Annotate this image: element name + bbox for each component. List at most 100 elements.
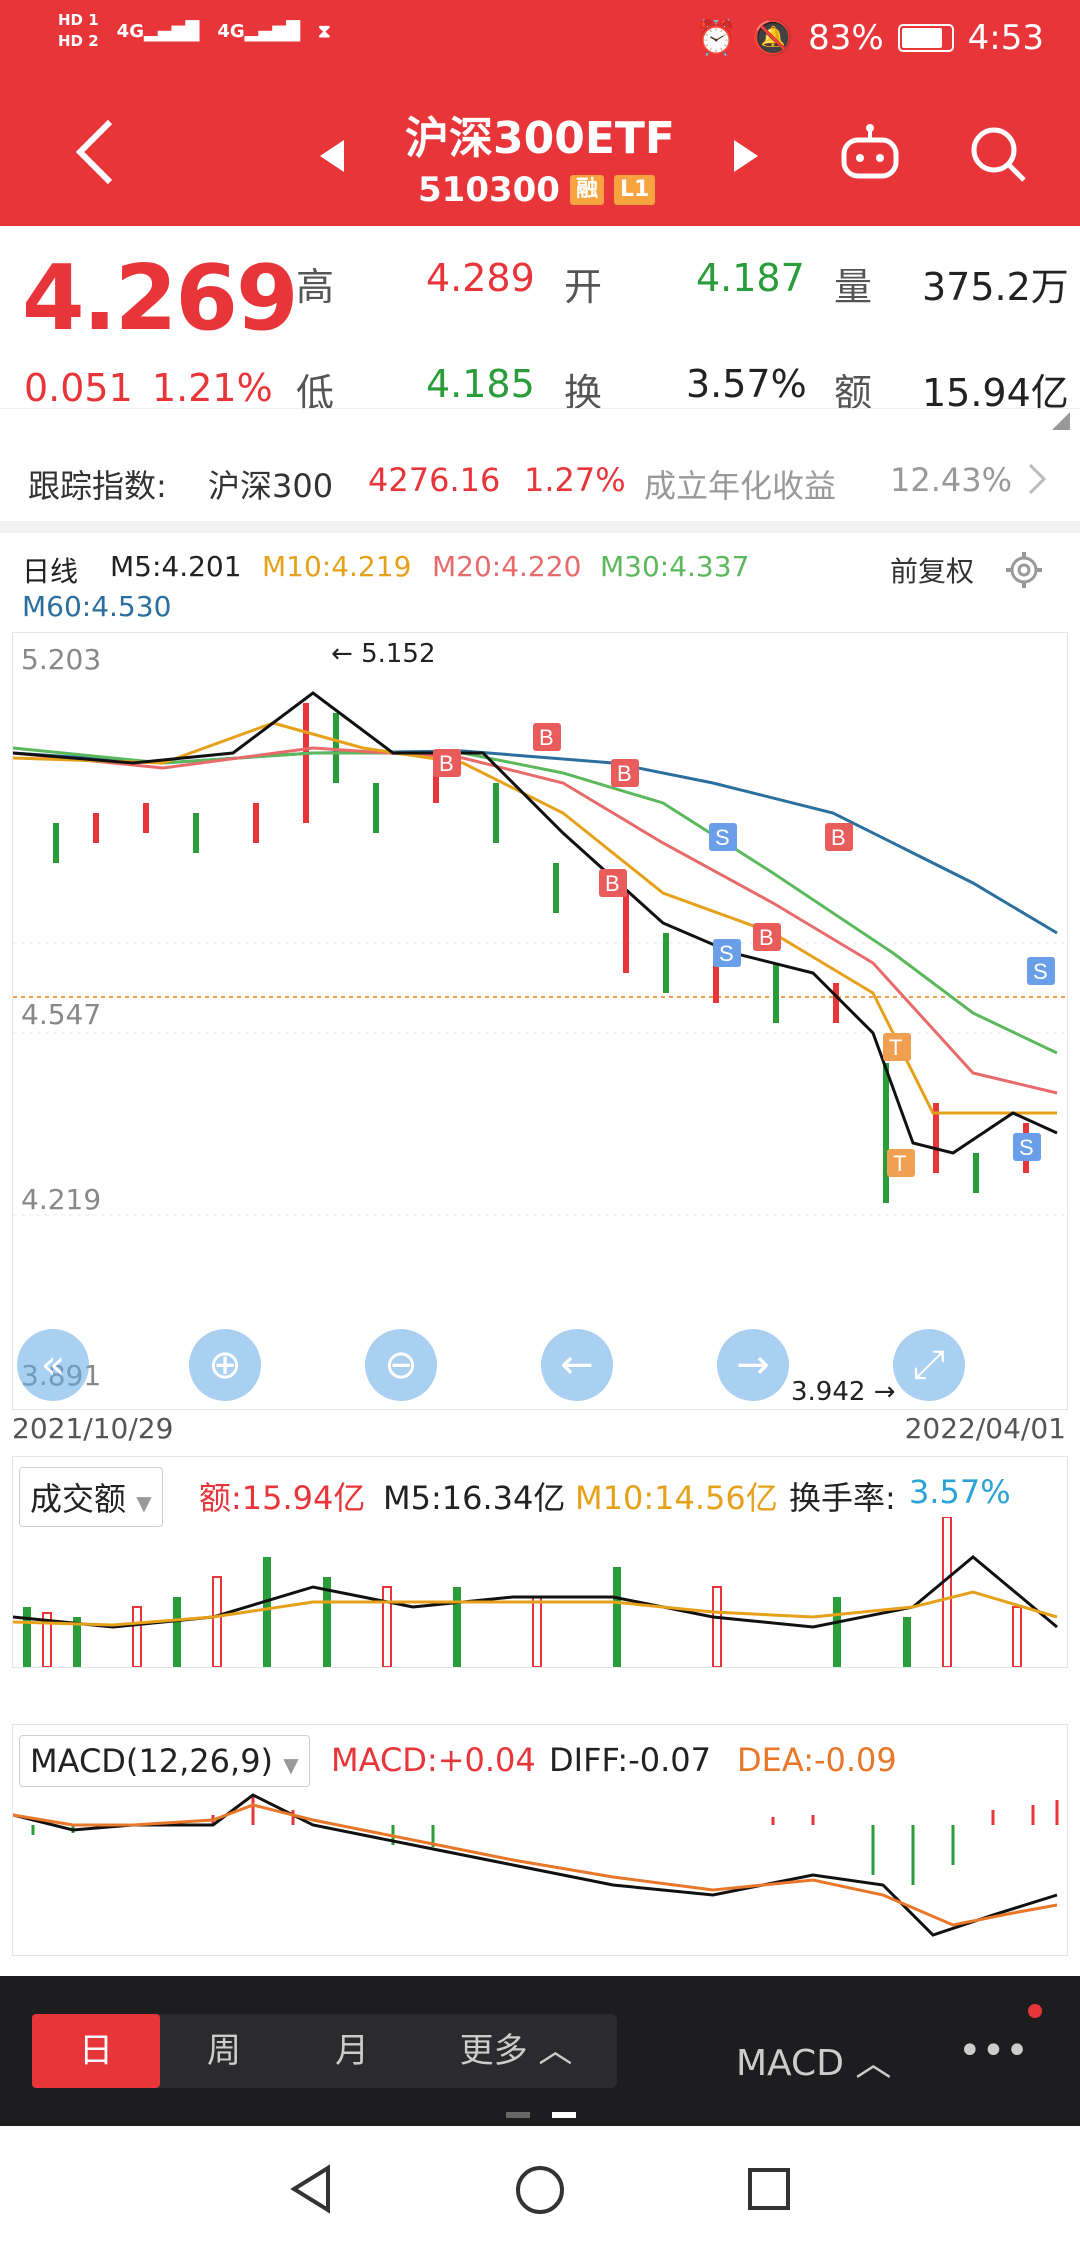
macd-value: MACD:+0.04: [331, 1741, 536, 1779]
tab-day[interactable]: 日: [32, 2014, 160, 2088]
page-indicator-1: [506, 2112, 530, 2118]
amount-label: 额: [834, 371, 873, 415]
high-label: 高: [296, 265, 335, 309]
nav-back-icon[interactable]: [288, 2164, 334, 2214]
level1-tag: L1: [613, 175, 656, 205]
step-forward-icon[interactable]: →: [717, 1329, 789, 1401]
kline-chart[interactable]: B B B B S S B B T S S T 5.203 4.547 4.21…: [12, 632, 1068, 1410]
search-icon[interactable]: [966, 122, 1030, 186]
tracking-pct: 1.27%: [524, 461, 626, 499]
volume-chart[interactable]: 成交额 ▼ 额:15.94亿 M5:16.34亿 M10:14.56亿 换手率:…: [12, 1456, 1068, 1668]
page-indicator-2: [552, 2112, 576, 2118]
signal-icon-1: 4G▂▄▆█: [116, 20, 200, 42]
bottom-toolbar: 日 周 月 更多 ︿ MACD ︿ •••: [0, 1976, 1080, 2126]
settings-gear-icon[interactable]: [1004, 550, 1044, 590]
low-label: 低: [296, 371, 335, 415]
ma30-line: [12, 746, 1058, 1055]
battery-percent: 83%: [808, 18, 884, 58]
amount-value: 15.94亿: [922, 371, 1069, 415]
chevron-right-icon[interactable]: [1026, 461, 1048, 497]
tab-week[interactable]: 周: [207, 2031, 241, 2071]
hd-indicators: HD 1 HD 2: [58, 12, 99, 50]
candles: [53, 703, 1029, 1203]
hd1-label: HD 1: [58, 11, 99, 29]
y-label-3: 4.219: [21, 1183, 102, 1216]
nav-recents-icon[interactable]: [746, 2166, 792, 2212]
turnover-label: 换: [564, 371, 603, 415]
annual-return-label: 成立年化收益: [644, 467, 837, 505]
dea-value: DEA:-0.09: [737, 1741, 897, 1779]
hourglass-icon: ⧗: [318, 20, 331, 42]
mute-icon: 🔕: [751, 18, 795, 58]
high-value: 4.289: [426, 256, 535, 300]
macd-chart[interactable]: MACD(12,26,9) ▼ MACD:+0.04 DIFF:-0.07 DE…: [12, 1724, 1068, 1956]
svg-text:T: T: [893, 1151, 906, 1176]
ma60-line: [12, 749, 1058, 935]
alarm-icon: ⏰: [695, 18, 738, 58]
tracking-label: 跟踪指数:: [28, 467, 167, 505]
nav-home-icon[interactable]: [514, 2164, 566, 2216]
high-annotation: ← 5.152: [331, 639, 436, 669]
trade-markers: B B B B S S B B T S S T: [433, 723, 1055, 1177]
svg-text:B: B: [617, 761, 632, 786]
volume-value: 375.2万: [922, 265, 1069, 309]
signal-icon-2: 4G▂▄▆█: [217, 20, 301, 42]
kline-svg: B B B B S S B B T S S T: [12, 691, 1067, 1216]
next-stock-icon[interactable]: [732, 138, 760, 174]
svg-text:S: S: [719, 941, 734, 966]
margin-tag: 融: [569, 175, 604, 205]
low-value: 4.185: [426, 362, 535, 406]
svg-text:B: B: [439, 751, 454, 776]
prev-stock-icon[interactable]: [318, 138, 346, 174]
zoom-in-icon[interactable]: ⊕: [189, 1329, 261, 1401]
ma60-label: M60:4.530: [22, 590, 172, 623]
tracking-index-row[interactable]: 跟踪指数: 沪深300 4276.16 1.27% 成立年化收益 12.43%: [0, 408, 1080, 533]
svg-text:T: T: [889, 1035, 902, 1060]
zoom-out-icon[interactable]: ⊖: [365, 1329, 437, 1401]
volume-label: 量: [834, 265, 873, 309]
turnover-rate-label: 换手率:: [789, 1479, 896, 1517]
tab-more[interactable]: 更多 ︿: [459, 2031, 573, 2071]
expand-corner-icon[interactable]: [1052, 412, 1070, 430]
robot-icon[interactable]: [838, 122, 902, 186]
macd-lines: [13, 1793, 1059, 1937]
annual-return-value: 12.43%: [890, 461, 1013, 499]
svg-text:S: S: [1019, 1135, 1034, 1160]
ma20-line: [12, 746, 1058, 1095]
system-nav-bar: [0, 2126, 1080, 2244]
page-title: 沪深300ETF: [405, 113, 675, 164]
adjust-mode[interactable]: 前复权: [890, 555, 975, 588]
status-bar: HD 1 HD 2 4G▂▄▆█ 4G▂▄▆█ ⧗ ⏰ 🔕 83% 4:53: [0, 0, 1080, 80]
ma30-label: M30:4.337: [600, 550, 750, 583]
price-change: 0.051: [24, 366, 133, 410]
indicator-selector[interactable]: MACD ︿: [736, 2043, 892, 2084]
date-start: 2021/10/29: [12, 1412, 174, 1445]
stock-code: 510300: [418, 170, 560, 210]
quote-panel: 4.269 0.051 1.21% 高 4.289 开 4.187 量 375.…: [0, 226, 1080, 430]
scroll-left-icon[interactable]: «: [17, 1329, 89, 1401]
back-icon[interactable]: [70, 116, 120, 188]
svg-text:S: S: [1033, 959, 1048, 984]
ma10-label: M10:4.219: [262, 550, 412, 583]
low-annotation: 3.942 →: [791, 1377, 896, 1407]
open-value: 4.187: [696, 256, 805, 300]
macd-selector[interactable]: MACD(12,26,9) ▼: [19, 1735, 310, 1787]
volume-m10: M10:14.56亿: [575, 1479, 778, 1517]
fullscreen-icon[interactable]: ⤢: [893, 1329, 965, 1401]
date-end: 2022/04/01: [904, 1412, 1066, 1445]
tracking-value: 4276.16: [368, 461, 501, 499]
tab-month[interactable]: 月: [335, 2031, 369, 2071]
volume-selector[interactable]: 成交额 ▼: [19, 1467, 163, 1527]
notification-dot: [1028, 2004, 1042, 2018]
more-options-icon[interactable]: •••: [958, 2028, 1029, 2074]
turnover-value: 3.57%: [686, 362, 807, 406]
svg-text:B: B: [605, 871, 620, 896]
current-price: 4.269: [22, 246, 299, 351]
svg-text:B: B: [759, 925, 774, 950]
period-label: 日线: [22, 555, 79, 588]
stock-code-row: 510300 融 L1: [418, 170, 656, 210]
diff-value: DIFF:-0.07: [549, 1741, 711, 1779]
period-tabs: 日 周 月 更多 ︿: [32, 2014, 617, 2088]
ma20-label: M20:4.220: [432, 550, 582, 583]
step-back-icon[interactable]: ←: [541, 1329, 613, 1401]
